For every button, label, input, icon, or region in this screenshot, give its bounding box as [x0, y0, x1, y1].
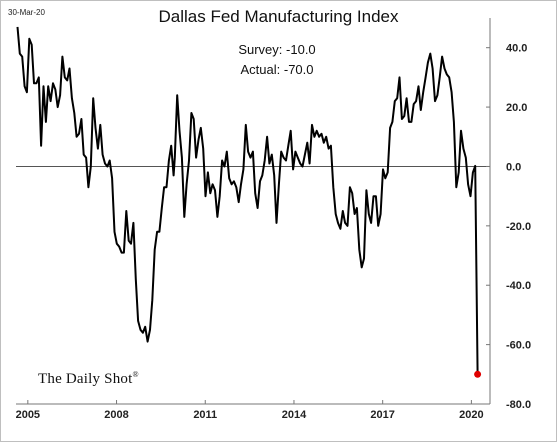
series-line: [16, 26, 479, 375]
x-tick-label: 2011: [193, 409, 217, 421]
x-tick-label: 2020: [459, 409, 483, 421]
actual-value: -70.0: [283, 62, 314, 77]
x-tick-label: 2014: [282, 409, 307, 421]
x-tick-label: 2008: [104, 409, 128, 421]
chart-title: Dallas Fed Manufacturing Index: [158, 7, 399, 26]
latest-point-marker: [474, 370, 482, 378]
y-tick-label: 0.0: [506, 161, 521, 173]
the-daily-shot-logo: The Daily Shot®: [38, 370, 139, 387]
y-tick-label: -40.0: [506, 280, 531, 292]
survey-annotation: Survey: -10.0: [217, 42, 337, 57]
y-tick-label: -20.0: [506, 221, 531, 233]
date-stamp: 30-Mar-20: [8, 8, 45, 17]
y-tick-label: -80.0: [506, 399, 531, 411]
actual-label: Actual:: [240, 62, 281, 77]
survey-label: Survey:: [238, 42, 283, 57]
survey-value: -10.0: [286, 42, 316, 57]
actual-annotation: Actual: -70.0: [217, 62, 337, 77]
x-tick-label: 2005: [16, 409, 40, 421]
y-tick-label: 40.0: [506, 43, 527, 55]
y-tick-label: -60.0: [506, 340, 531, 352]
y-tick-label: 20.0: [506, 102, 527, 114]
x-tick-label: 2017: [370, 409, 394, 421]
